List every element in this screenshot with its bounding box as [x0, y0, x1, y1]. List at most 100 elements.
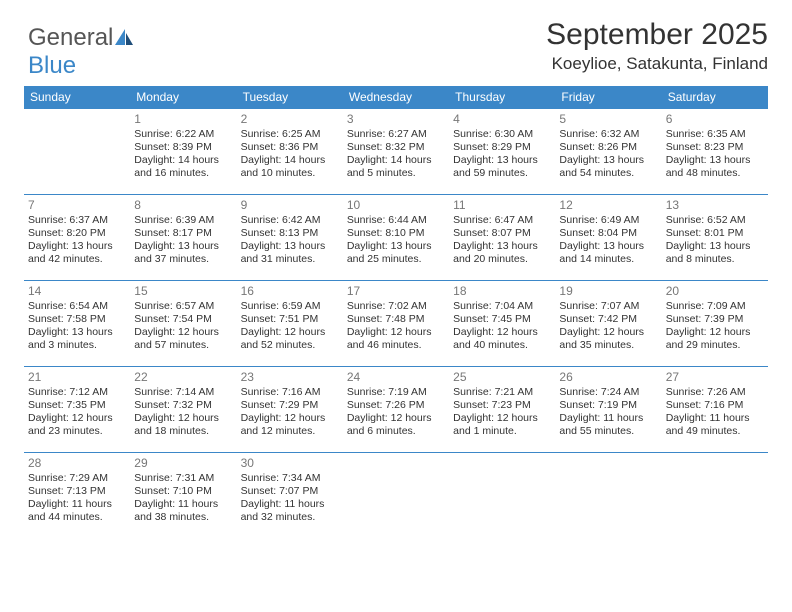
calendar-cell: 28Sunrise: 7:29 AMSunset: 7:13 PMDayligh… — [24, 452, 130, 538]
daylight-text: Daylight: 13 hours and 48 minutes. — [666, 154, 764, 180]
day-number: 28 — [28, 456, 126, 471]
calendar-cell: 20Sunrise: 7:09 AMSunset: 7:39 PMDayligh… — [662, 280, 768, 366]
day-number: 15 — [134, 284, 232, 299]
sunset-text: Sunset: 8:17 PM — [134, 227, 232, 240]
calendar-cell: 17Sunrise: 7:02 AMSunset: 7:48 PMDayligh… — [343, 280, 449, 366]
sunset-text: Sunset: 8:26 PM — [559, 141, 657, 154]
day-number: 18 — [453, 284, 551, 299]
calendar-cell: 22Sunrise: 7:14 AMSunset: 7:32 PMDayligh… — [130, 366, 236, 452]
sunset-text: Sunset: 8:32 PM — [347, 141, 445, 154]
month-title: September 2025 — [24, 18, 768, 52]
sunset-text: Sunset: 7:51 PM — [241, 313, 339, 326]
daylight-text: Daylight: 13 hours and 59 minutes. — [453, 154, 551, 180]
sunrise-text: Sunrise: 6:44 AM — [347, 214, 445, 227]
calendar-cell: 16Sunrise: 6:59 AMSunset: 7:51 PMDayligh… — [237, 280, 343, 366]
sunrise-text: Sunrise: 6:47 AM — [453, 214, 551, 227]
daylight-text: Daylight: 13 hours and 25 minutes. — [347, 240, 445, 266]
sunset-text: Sunset: 8:23 PM — [666, 141, 764, 154]
day-number: 7 — [28, 198, 126, 213]
daylight-text: Daylight: 13 hours and 3 minutes. — [28, 326, 126, 352]
day-number: 16 — [241, 284, 339, 299]
daylight-text: Daylight: 13 hours and 20 minutes. — [453, 240, 551, 266]
daylight-text: Daylight: 13 hours and 14 minutes. — [559, 240, 657, 266]
calendar-cell: 12Sunrise: 6:49 AMSunset: 8:04 PMDayligh… — [555, 194, 661, 280]
day-number: 11 — [453, 198, 551, 213]
day-number: 23 — [241, 370, 339, 385]
daylight-text: Daylight: 12 hours and 52 minutes. — [241, 326, 339, 352]
daylight-text: Daylight: 13 hours and 8 minutes. — [666, 240, 764, 266]
sunrise-text: Sunrise: 7:09 AM — [666, 300, 764, 313]
day-number: 8 — [134, 198, 232, 213]
daylight-text: Daylight: 13 hours and 42 minutes. — [28, 240, 126, 266]
day-number: 13 — [666, 198, 764, 213]
day-number: 17 — [347, 284, 445, 299]
sunset-text: Sunset: 7:29 PM — [241, 399, 339, 412]
calendar-cell: 24Sunrise: 7:19 AMSunset: 7:26 PMDayligh… — [343, 366, 449, 452]
day-number: 9 — [241, 198, 339, 213]
calendar-cell: 11Sunrise: 6:47 AMSunset: 8:07 PMDayligh… — [449, 194, 555, 280]
location-text: Koeylioe, Satakunta, Finland — [24, 54, 768, 74]
day-number: 26 — [559, 370, 657, 385]
sunrise-text: Sunrise: 6:57 AM — [134, 300, 232, 313]
daylight-text: Daylight: 12 hours and 18 minutes. — [134, 412, 232, 438]
calendar-cell: 19Sunrise: 7:07 AMSunset: 7:42 PMDayligh… — [555, 280, 661, 366]
sunset-text: Sunset: 8:07 PM — [453, 227, 551, 240]
daylight-text: Daylight: 12 hours and 6 minutes. — [347, 412, 445, 438]
day-number: 6 — [666, 112, 764, 127]
sunrise-text: Sunrise: 6:32 AM — [559, 128, 657, 141]
sunset-text: Sunset: 7:32 PM — [134, 399, 232, 412]
calendar-cell-empty — [662, 452, 768, 538]
sunset-text: Sunset: 7:19 PM — [559, 399, 657, 412]
sunrise-text: Sunrise: 7:19 AM — [347, 386, 445, 399]
day-number: 1 — [134, 112, 232, 127]
day-number: 27 — [666, 370, 764, 385]
daylight-text: Daylight: 13 hours and 37 minutes. — [134, 240, 232, 266]
daylight-text: Daylight: 14 hours and 5 minutes. — [347, 154, 445, 180]
day-number: 2 — [241, 112, 339, 127]
day-number: 20 — [666, 284, 764, 299]
calendar-cell: 27Sunrise: 7:26 AMSunset: 7:16 PMDayligh… — [662, 366, 768, 452]
day-number: 10 — [347, 198, 445, 213]
sunrise-text: Sunrise: 7:07 AM — [559, 300, 657, 313]
calendar-cell-empty — [449, 452, 555, 538]
sunset-text: Sunset: 8:29 PM — [453, 141, 551, 154]
sunrise-text: Sunrise: 7:04 AM — [453, 300, 551, 313]
sunset-text: Sunset: 7:39 PM — [666, 313, 764, 326]
calendar-cell: 6Sunrise: 6:35 AMSunset: 8:23 PMDaylight… — [662, 108, 768, 194]
sunrise-text: Sunrise: 6:30 AM — [453, 128, 551, 141]
sunset-text: Sunset: 8:10 PM — [347, 227, 445, 240]
day-number: 25 — [453, 370, 551, 385]
sunset-text: Sunset: 7:45 PM — [453, 313, 551, 326]
brand-part1: General — [28, 24, 113, 51]
daylight-text: Daylight: 12 hours and 40 minutes. — [453, 326, 551, 352]
brand-logo: General Blue — [28, 24, 135, 80]
sunrise-text: Sunrise: 7:21 AM — [453, 386, 551, 399]
daylight-text: Daylight: 12 hours and 57 minutes. — [134, 326, 232, 352]
sunset-text: Sunset: 8:39 PM — [134, 141, 232, 154]
sunset-text: Sunset: 8:01 PM — [666, 227, 764, 240]
sunset-text: Sunset: 8:04 PM — [559, 227, 657, 240]
sunrise-text: Sunrise: 6:59 AM — [241, 300, 339, 313]
calendar-cell: 13Sunrise: 6:52 AMSunset: 8:01 PMDayligh… — [662, 194, 768, 280]
sunrise-text: Sunrise: 6:52 AM — [666, 214, 764, 227]
sunrise-text: Sunrise: 6:35 AM — [666, 128, 764, 141]
page-header: September 2025 Koeylioe, Satakunta, Finl… — [24, 18, 768, 74]
sunrise-text: Sunrise: 7:02 AM — [347, 300, 445, 313]
day-number: 12 — [559, 198, 657, 213]
calendar-cell: 2Sunrise: 6:25 AMSunset: 8:36 PMDaylight… — [237, 108, 343, 194]
daylight-text: Daylight: 11 hours and 38 minutes. — [134, 498, 232, 524]
sunrise-text: Sunrise: 7:24 AM — [559, 386, 657, 399]
sunrise-text: Sunrise: 6:27 AM — [347, 128, 445, 141]
calendar-cell: 23Sunrise: 7:16 AMSunset: 7:29 PMDayligh… — [237, 366, 343, 452]
weekday-header: Monday — [130, 86, 236, 108]
calendar-cell: 5Sunrise: 6:32 AMSunset: 8:26 PMDaylight… — [555, 108, 661, 194]
day-number: 24 — [347, 370, 445, 385]
day-number: 22 — [134, 370, 232, 385]
daylight-text: Daylight: 11 hours and 49 minutes. — [666, 412, 764, 438]
daylight-text: Daylight: 12 hours and 35 minutes. — [559, 326, 657, 352]
sunrise-text: Sunrise: 6:42 AM — [241, 214, 339, 227]
daylight-text: Daylight: 12 hours and 46 minutes. — [347, 326, 445, 352]
sunrise-text: Sunrise: 6:22 AM — [134, 128, 232, 141]
sunset-text: Sunset: 7:48 PM — [347, 313, 445, 326]
day-number: 5 — [559, 112, 657, 127]
